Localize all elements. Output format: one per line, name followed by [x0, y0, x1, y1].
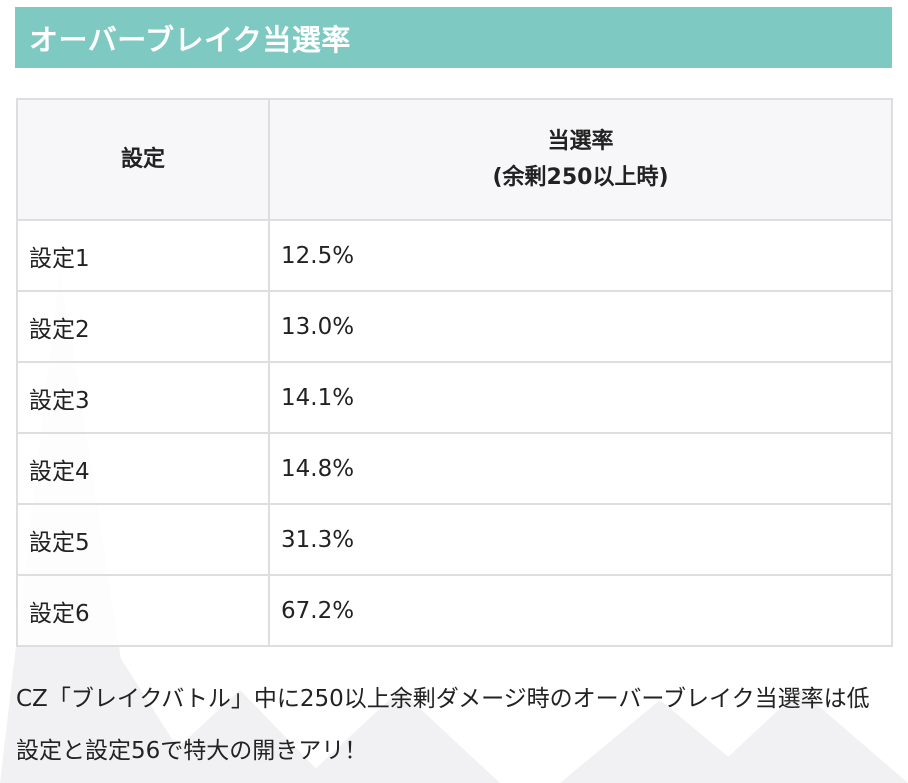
rate-cell: 14.8% [268, 432, 893, 505]
setting-cell: 設定6 [16, 574, 270, 647]
header-rate: 当選率 (余剰250以上時) [268, 98, 893, 221]
setting-cell: 設定1 [16, 219, 270, 292]
table-row: 設定3 14.1% [16, 361, 893, 434]
setting-cell: 設定3 [16, 361, 270, 434]
rates-table: 設定 当選率 (余剰250以上時) 設定1 12.5% 設定2 13.0% 設定… [16, 98, 893, 647]
table-row: 設定4 14.8% [16, 432, 893, 505]
rate-cell: 12.5% [268, 219, 893, 292]
header-setting: 設定 [16, 98, 270, 221]
table-row: 設定2 13.0% [16, 290, 893, 363]
header-rate-line1: 当選率 [547, 129, 614, 155]
setting-cell: 設定4 [16, 432, 270, 505]
table-row: 設定1 12.5% [16, 219, 893, 292]
description-text: CZ「ブレイクバトル」中に250以上余剰ダメージ時のオーバーブレイク当選率は低設… [16, 686, 870, 764]
rate-cell: 31.3% [268, 503, 893, 576]
setting-cell: 設定5 [16, 503, 270, 576]
rate-cell: 14.1% [268, 361, 893, 434]
section-title-bar: オーバーブレイク当選率 [15, 7, 892, 68]
rate-cell: 67.2% [268, 574, 893, 647]
table-row: 設定5 31.3% [16, 503, 893, 576]
table-header-row: 設定 当選率 (余剰250以上時) [16, 98, 893, 221]
table-row: 設定6 67.2% [16, 574, 893, 647]
rate-cell: 13.0% [268, 290, 893, 363]
header-rate-line2: (余剰250以上時) [492, 164, 669, 190]
setting-cell: 設定2 [16, 290, 270, 363]
section-title: オーバーブレイク当選率 [29, 22, 351, 57]
